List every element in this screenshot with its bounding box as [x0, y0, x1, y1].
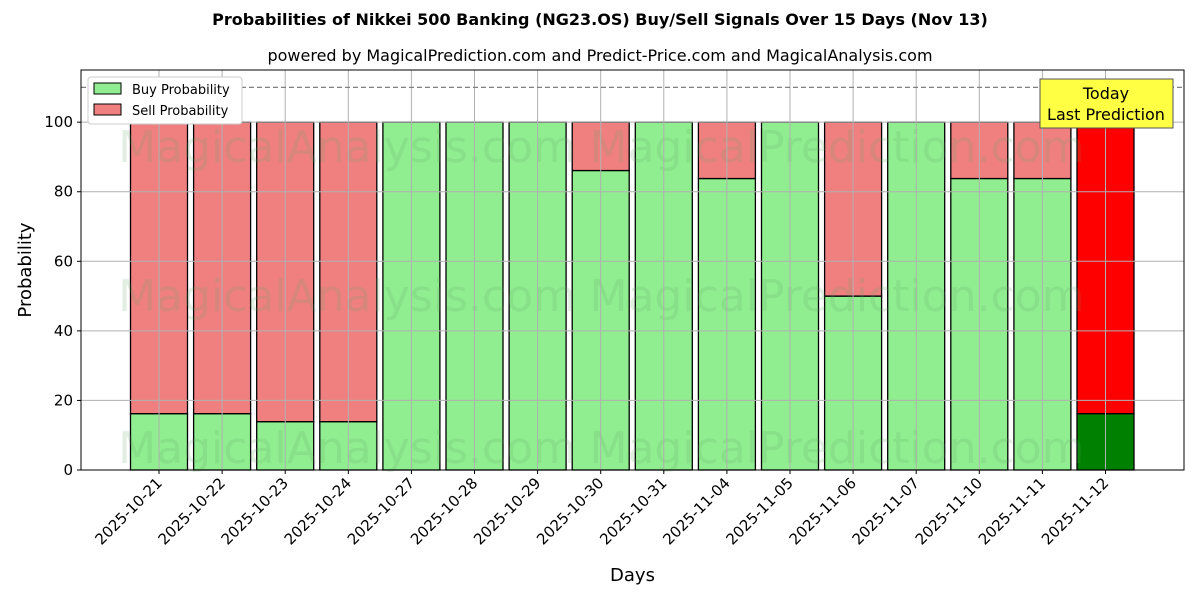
x-tick-label: 2025-10-29	[470, 474, 544, 548]
watermark: MagicalAnalysis.com	[118, 271, 576, 322]
y-tick-label: 20	[54, 391, 73, 409]
x-tick-label: 2025-11-06	[786, 474, 860, 548]
x-tick-label: 2025-11-04	[659, 474, 733, 548]
x-tick-label: 2025-10-21	[91, 474, 165, 548]
x-tick-label: 2025-11-07	[849, 474, 923, 548]
x-tick-label: 2025-10-31	[596, 474, 670, 548]
watermark: MagicalAnalysis.com	[118, 423, 576, 474]
x-tick-label: 2025-11-11	[975, 474, 1049, 548]
x-tick-label: 2025-10-27	[344, 474, 418, 548]
legend-box	[87, 76, 243, 125]
x-tick-label: 2025-10-24	[281, 474, 355, 548]
x-tick-label: 2025-10-28	[407, 474, 481, 548]
annotation-line2: Last Prediction	[1047, 105, 1165, 124]
y-axis-label: Probability	[15, 222, 36, 317]
x-tick-label: 2025-10-30	[533, 474, 607, 548]
chart-subtitle: powered by MagicalPrediction.com and Pre…	[267, 46, 933, 65]
x-tick-label: 2025-11-10	[912, 474, 986, 548]
y-tick-label: 60	[54, 252, 73, 270]
y-tick-label: 0	[63, 461, 73, 479]
watermark: MagicalPrediction.com	[590, 122, 1085, 173]
chart-title: Probabilities of Nikkei 500 Banking (NG2…	[212, 10, 988, 29]
legend-label-buy: Buy Probability	[132, 83, 230, 98]
y-tick-label: 40	[54, 322, 73, 340]
watermark: MagicalPrediction.com	[590, 271, 1085, 322]
legend-swatch-sell	[93, 103, 122, 116]
annotation-line1: Today	[1082, 84, 1129, 103]
legend-swatch-buy	[93, 82, 122, 95]
watermark: MagicalAnalysis.com	[118, 122, 576, 173]
axes-frame	[80, 69, 1185, 471]
x-axis-label: Days	[610, 565, 655, 586]
annotation-box	[1039, 78, 1174, 129]
x-tick-label: 2025-11-05	[722, 474, 796, 548]
y-tick-label: 100	[44, 113, 73, 131]
x-tick-label: 2025-10-23	[218, 474, 292, 548]
x-tick-label: 2025-11-12	[1038, 474, 1112, 548]
x-tick-label: 2025-10-22	[155, 474, 229, 548]
y-tick-label: 80	[54, 183, 73, 201]
legend-label-sell: Sell Probability	[132, 104, 229, 119]
watermark: MagicalPrediction.com	[590, 423, 1085, 474]
